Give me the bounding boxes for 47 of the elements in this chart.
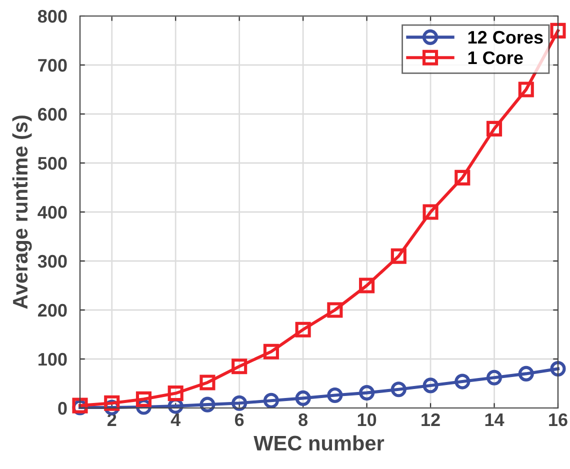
- point: [550, 22, 566, 38]
- legend-label: 1 Core: [468, 51, 523, 64]
- y-tick-label: 800: [38, 10, 67, 23]
- point: [200, 396, 216, 412]
- point: [359, 278, 375, 294]
- point: [263, 392, 279, 408]
- y-tick-label: 400: [38, 206, 67, 219]
- point: [454, 374, 470, 390]
- point: [518, 82, 534, 98]
- y-axis-title: Average runtime (s): [12, 116, 32, 309]
- x-tick-label: 12: [422, 413, 440, 426]
- y-tick-label: 0: [58, 402, 67, 415]
- x-tick-label: 8: [298, 413, 308, 426]
- point: [518, 366, 534, 382]
- x-tick-label: 6: [234, 413, 244, 426]
- point: [422, 378, 438, 394]
- point: [390, 248, 406, 264]
- y-tick-label: 500: [38, 156, 67, 170]
- point: [550, 361, 566, 377]
- y-tick-label: 100: [38, 352, 67, 366]
- x-tick-label: 10: [358, 413, 376, 426]
- y-tick-label: 300: [38, 254, 67, 268]
- point: [295, 390, 311, 406]
- x-axis-title: WEC number: [254, 435, 384, 451]
- point: [200, 374, 216, 390]
- point: [295, 322, 311, 338]
- point: [136, 391, 152, 407]
- point: [232, 358, 248, 374]
- point: [327, 387, 343, 404]
- point: [232, 395, 248, 411]
- point: [390, 382, 406, 398]
- point: [263, 344, 279, 360]
- point: [486, 370, 502, 386]
- x-tick-label: 4: [170, 414, 181, 426]
- x-tick-label: 14: [485, 414, 504, 426]
- y-tick-label: 600: [38, 108, 67, 121]
- point: [454, 170, 470, 186]
- point: [359, 385, 375, 401]
- y-tick-label: 700: [38, 58, 67, 72]
- x-tick-label: 16: [549, 413, 568, 426]
- point: [486, 120, 502, 136]
- y-tick-label: 200: [38, 304, 67, 317]
- point: [422, 204, 438, 220]
- point: [327, 302, 343, 318]
- legend-label: 12 Cores: [468, 30, 543, 44]
- point: [104, 395, 120, 411]
- point: [168, 386, 184, 402]
